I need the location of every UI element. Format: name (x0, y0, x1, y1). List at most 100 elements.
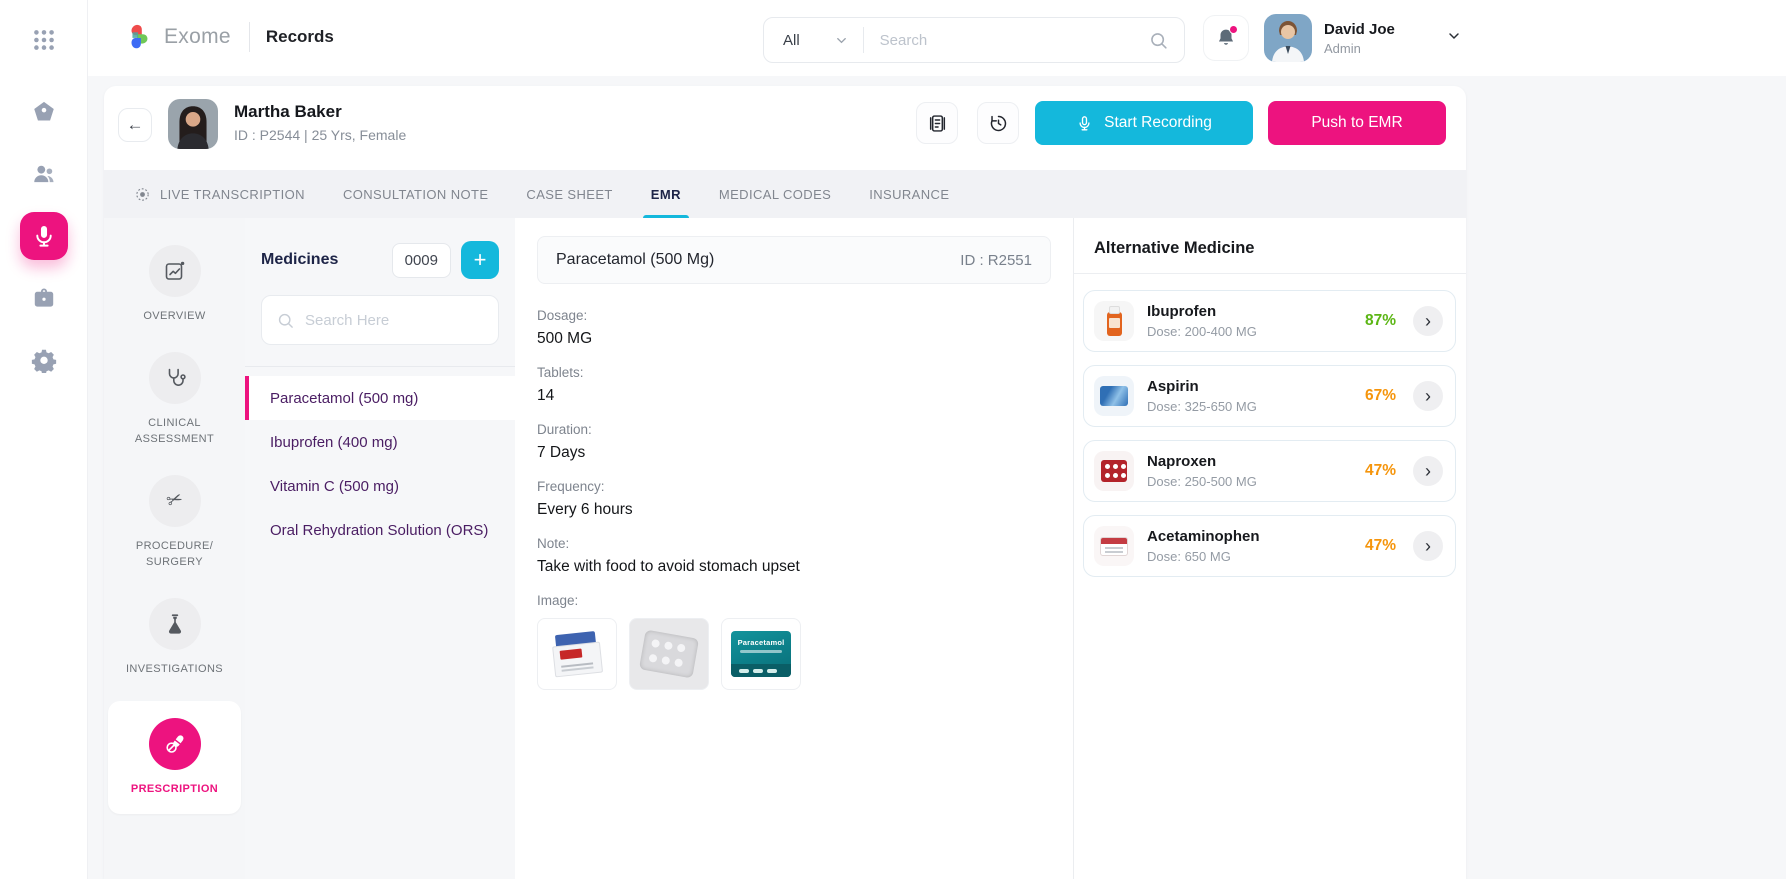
microphone-icon[interactable] (19, 212, 68, 260)
search-input[interactable] (863, 31, 1148, 49)
tab-case-sheet[interactable]: CASE SHEET (526, 170, 612, 218)
search-filter-select[interactable]: All (764, 32, 863, 49)
medicine-list-item[interactable]: Ibuprofen (400 mg) (270, 433, 398, 451)
field-value: 7 Days (537, 444, 586, 461)
field-value: Every 6 hours (537, 501, 633, 518)
back-button[interactable]: ← (118, 108, 152, 142)
section-label: PROCEDURE/ SURGERY (135, 539, 214, 569)
tab-insurance[interactable]: INSURANCE (869, 170, 949, 218)
alternative-dose: Dose: 650 MG (1147, 549, 1231, 564)
patients-icon[interactable] (20, 150, 68, 198)
chevron-right-icon: › (1425, 461, 1431, 481)
alternative-name: Naproxen (1147, 453, 1217, 470)
ibuprofen-bottle-image (1094, 301, 1134, 341)
section-prescription[interactable]: PRESCRIPTION (108, 701, 241, 814)
notes-button[interactable] (916, 102, 958, 144)
medicine-images: Paracetamol (537, 618, 1051, 690)
profile-chevron-down-icon[interactable] (1446, 28, 1462, 49)
records-main-card: ← Martha Baker ID : P2544 | 25 Yrs, Fema… (104, 86, 1466, 879)
medicine-search-input[interactable] (305, 311, 484, 329)
settings-gear-icon[interactable] (20, 336, 68, 384)
push-to-emr-button[interactable]: Push to EMR (1268, 101, 1446, 145)
patient-avatar (168, 99, 218, 149)
divider (1074, 273, 1466, 274)
medicine-list-item[interactable]: Vitamin C (500 mg) (270, 477, 399, 495)
medicines-title: Medicines (261, 251, 339, 268)
field-value: Take with food to avoid stomach upset (537, 558, 800, 575)
start-recording-label: Start Recording (1104, 114, 1212, 131)
search-filter-value: All (783, 31, 800, 49)
lab-flask-icon (148, 597, 201, 650)
alternative-card[interactable]: Ibuprofen Dose: 200-400 MG 87% › (1083, 290, 1456, 352)
medicines-count-badge: 0009 (391, 242, 451, 278)
add-medicine-button[interactable]: + (461, 241, 499, 279)
section-clinical-assessment[interactable]: CLINICAL ASSESSMENT (116, 351, 234, 448)
live-icon (136, 187, 149, 201)
history-button[interactable] (977, 102, 1019, 144)
user-profile[interactable]: David Joe Admin (1264, 14, 1462, 62)
page-title: Records (265, 27, 334, 46)
back-arrow-icon: ← (126, 115, 144, 134)
alternative-card[interactable]: Naproxen Dose: 250-500 MG 47% › (1083, 440, 1456, 502)
chevron-right-icon: › (1425, 311, 1431, 331)
alternative-medicine-list: Ibuprofen Dose: 200-400 MG 87% › Aspirin… (1074, 274, 1466, 577)
field-value: 14 (537, 387, 555, 404)
medicines-panel: Medicines 0009 + Paracetamol (500 mg) Ib… (245, 218, 515, 879)
alternative-name: Ibuprofen (1147, 303, 1217, 320)
app-logo: Exome Records (124, 22, 334, 52)
divider (245, 366, 515, 367)
acetaminophen-box-image (1094, 526, 1134, 566)
section-label: INVESTIGATIONS (125, 662, 224, 675)
services-briefcase-icon[interactable] (20, 274, 68, 322)
tab-medical-codes[interactable]: MEDICAL CODES (719, 170, 831, 218)
plus-icon: + (473, 247, 487, 272)
field-label: Dosage: (537, 308, 588, 323)
search-icon[interactable] (1148, 30, 1169, 51)
tab-label: CONSULTATION NOTE (342, 186, 489, 202)
medicine-image-box[interactable] (537, 618, 617, 690)
record-tabs: LIVE TRANSCRIPTION CONSULTATION NOTE CAS… (104, 170, 1466, 218)
medicine-list-item[interactable]: Oral Rehydration Solution (ORS) (270, 521, 489, 539)
chevron-right-button[interactable]: › (1413, 456, 1443, 486)
chevron-right-button[interactable]: › (1413, 306, 1443, 336)
tab-consultation-note[interactable]: CONSULTATION NOTE (343, 170, 488, 218)
alternative-card[interactable]: Aspirin Dose: 325-650 MG 67% › (1083, 365, 1456, 427)
chevron-right-button[interactable]: › (1413, 381, 1443, 411)
field-label: Note: (537, 536, 570, 551)
user-avatar (1264, 14, 1312, 62)
tab-emr[interactable]: EMR (651, 170, 681, 218)
tab-label: CASE SHEET (526, 186, 613, 202)
section-investigations[interactable]: INVESTIGATIONS (116, 597, 234, 678)
pills-icon (148, 718, 201, 770)
section-label: PRESCRIPTION (130, 783, 219, 795)
home-icon[interactable] (20, 88, 68, 136)
tab-label: EMR (650, 186, 681, 202)
tab-label: LIVE TRANSCRIPTION (160, 186, 305, 202)
tab-label: INSURANCE (869, 186, 950, 202)
tab-label: MEDICAL CODES (718, 186, 832, 202)
alternative-card[interactable]: Acetaminophen Dose: 650 MG 47% › (1083, 515, 1456, 577)
notifications-button[interactable] (1203, 15, 1249, 61)
apps-grid-icon[interactable] (20, 16, 68, 64)
notification-dot (1229, 25, 1238, 34)
medicine-image-paracetamol-box[interactable]: Paracetamol (721, 618, 801, 690)
exome-logo-icon (131, 24, 148, 49)
chevron-down-icon (836, 37, 846, 43)
topbar: Exome Records All (88, 0, 1786, 76)
patient-header: ← Martha Baker ID : P2544 | 25 Yrs, Fema… (104, 86, 1466, 170)
chevron-right-icon: › (1425, 536, 1431, 556)
match-percentage: 47% (1364, 462, 1396, 479)
medicine-list-item[interactable]: Paracetamol (500 mg) (245, 376, 515, 420)
alternative-name: Aspirin (1147, 378, 1199, 395)
section-overview[interactable]: OVERVIEW (116, 245, 234, 325)
tab-live-transcription[interactable]: LIVE TRANSCRIPTION (134, 170, 305, 218)
chevron-right-button[interactable]: › (1413, 531, 1443, 561)
section-label: CLINICAL ASSESSMENT (134, 416, 215, 446)
medicine-image-blister[interactable] (629, 618, 709, 690)
start-recording-button[interactable]: Start Recording (1035, 101, 1253, 145)
section-procedure-surgery[interactable]: ✂ PROCEDURE/ SURGERY (116, 474, 234, 571)
medicine-detail-id: ID : R2551 (960, 251, 1032, 269)
medicine-search (261, 295, 499, 345)
patient-name: Martha Baker (234, 102, 342, 121)
